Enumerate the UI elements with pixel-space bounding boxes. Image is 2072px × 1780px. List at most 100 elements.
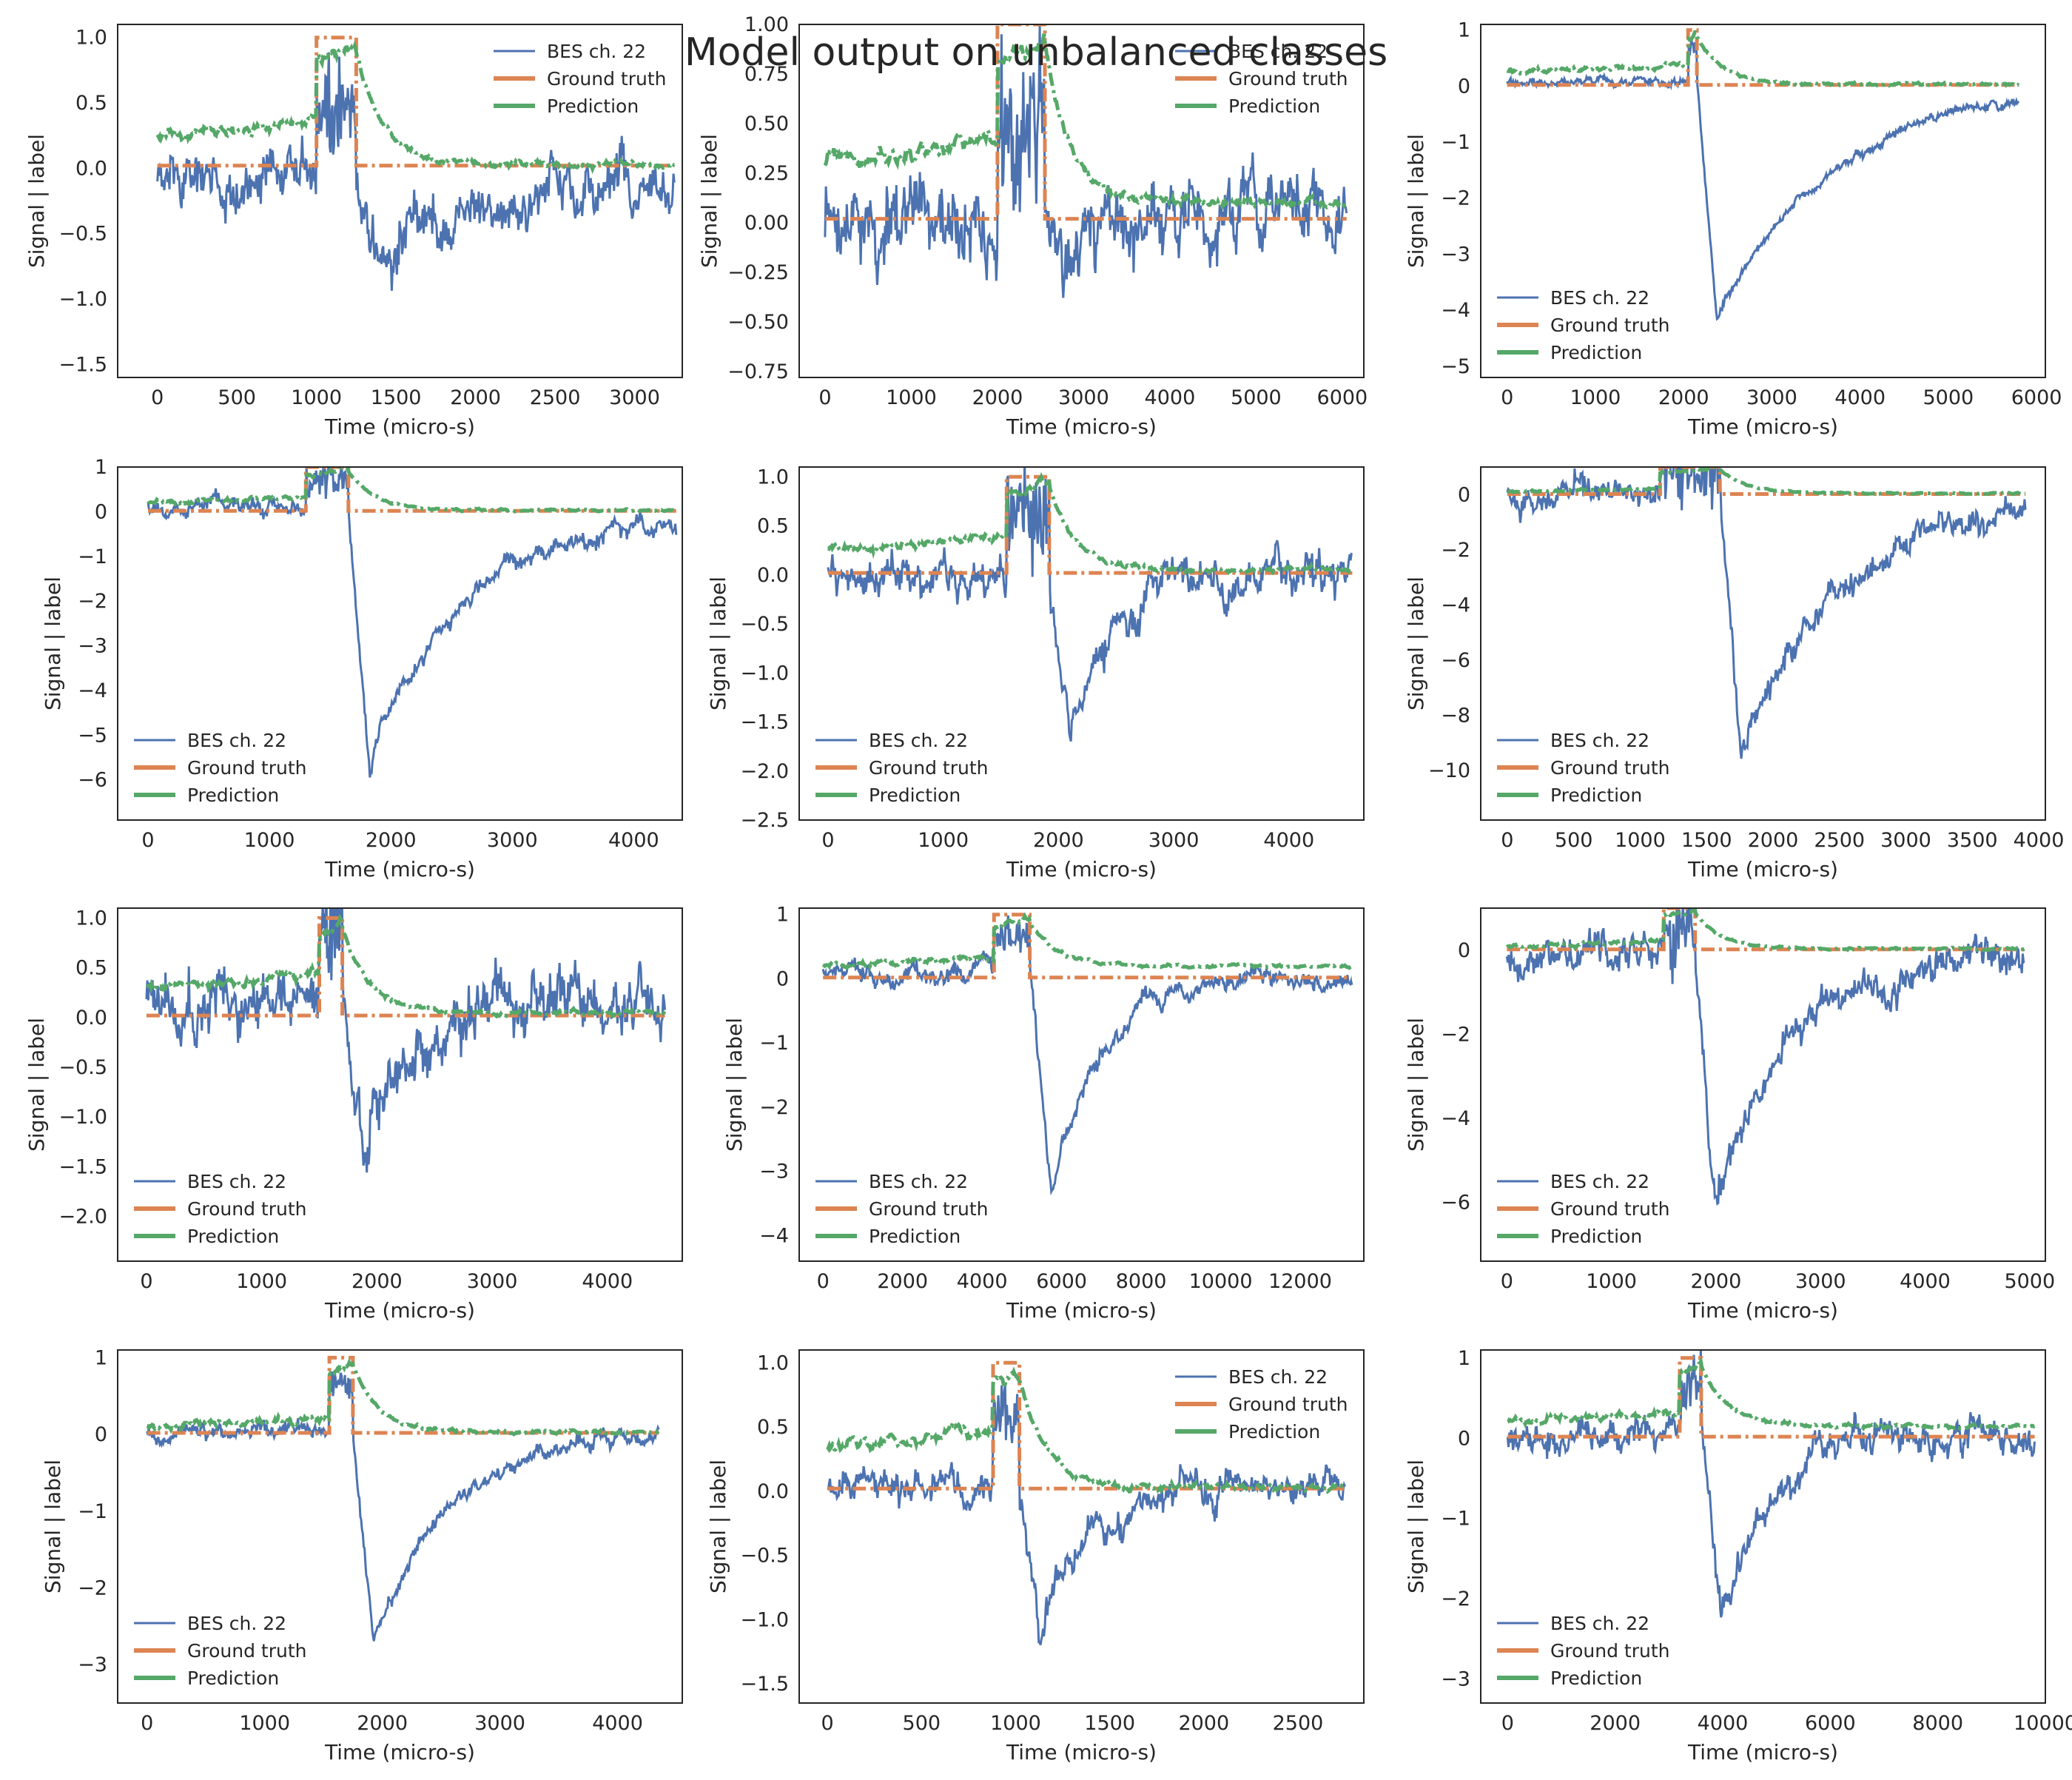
legend-entry: Prediction bbox=[1550, 1668, 1642, 1689]
legend-entry: BES ch. 22 bbox=[1228, 41, 1328, 62]
y-tick-label: 0.0 bbox=[757, 564, 789, 587]
x-tick-label: 4000 bbox=[1145, 386, 1196, 409]
x-axis-label: Time (micro-s) bbox=[1687, 1298, 1838, 1323]
x-tick-label: 8000 bbox=[1912, 1712, 1963, 1735]
y-tick-label: −2 bbox=[1441, 539, 1470, 562]
x-tick-label: 3000 bbox=[1746, 386, 1797, 409]
series-line-bes bbox=[1505, 908, 2025, 1206]
legend-entry: BES ch. 22 bbox=[1228, 1366, 1328, 1388]
legend-entry: Prediction bbox=[187, 1668, 279, 1689]
y-tick-label: 0 bbox=[776, 967, 789, 990]
legend-entry: BES ch. 22 bbox=[1550, 1171, 1649, 1192]
series-line-prediction bbox=[1505, 908, 2025, 953]
x-tick-label: 1000 bbox=[886, 386, 937, 409]
series-line-bes bbox=[824, 24, 1348, 298]
y-tick-label: 1.0 bbox=[757, 1351, 789, 1374]
x-tick-label: 500 bbox=[218, 386, 256, 409]
y-tick-label: 0.50 bbox=[744, 112, 789, 135]
y-tick-label: −1 bbox=[759, 1032, 789, 1055]
x-tick-label: 2000 bbox=[877, 1270, 928, 1293]
x-tick-label: 5000 bbox=[2004, 1270, 2055, 1293]
axes-frame bbox=[798, 24, 1365, 378]
x-axis-label: Time (micro-s) bbox=[1687, 857, 1838, 881]
y-tick-label: 0.0 bbox=[757, 1480, 789, 1503]
x-axis-label: Time (micro-s) bbox=[1006, 1740, 1157, 1764]
x-tick-label: 10000 bbox=[2014, 1712, 2072, 1735]
x-tick-label: 3000 bbox=[474, 1712, 525, 1735]
series-line-prediction bbox=[146, 1357, 660, 1437]
x-tick-label: 2000 bbox=[450, 386, 501, 409]
legend-entry: BES ch. 22 bbox=[547, 41, 646, 62]
legend: BES ch. 22 Ground truth Prediction bbox=[134, 730, 306, 806]
y-tick-label: −1.5 bbox=[58, 353, 107, 376]
x-axis-label: Time (micro-s) bbox=[324, 1298, 475, 1323]
x-tick-label: 1500 bbox=[1084, 1712, 1135, 1735]
x-tick-label: 1500 bbox=[371, 386, 422, 409]
x-tick-label: 1500 bbox=[1681, 829, 1732, 852]
axes-frame bbox=[798, 1349, 1365, 1704]
y-tick-label: 1 bbox=[95, 456, 107, 479]
series-line-bes bbox=[1506, 467, 2027, 759]
series-line-ground-truth bbox=[157, 36, 675, 168]
subplot-6: 0 500 1000 1500 2000 2500 3000 3500 4000 −10 −8 −6 −… bbox=[1404, 466, 2064, 881]
series-line-prediction bbox=[147, 467, 678, 514]
y-axis-label: Signal | label bbox=[706, 577, 730, 711]
x-tick-label: 6000 bbox=[1317, 386, 1368, 409]
x-tick-label: 4000 bbox=[582, 1270, 633, 1293]
y-tick-label: −1 bbox=[78, 545, 107, 568]
series-line-ground-truth bbox=[148, 467, 676, 513]
series-line-bes bbox=[821, 915, 1353, 1196]
y-tick-label: 1.0 bbox=[75, 907, 107, 930]
subplot-5: 0 1000 2000 3000 4000 −2.5 −2.0 −1.5 −1.0 −0.5 0.0… bbox=[706, 466, 1365, 881]
y-tick-label: −4 bbox=[1441, 299, 1470, 322]
x-tick-label: 0 bbox=[1501, 1270, 1513, 1293]
series-line-ground-truth bbox=[146, 916, 665, 1018]
x-tick-label: 2000 bbox=[1658, 386, 1709, 409]
y-tick-label: 0.0 bbox=[75, 157, 107, 180]
legend-entry: Ground truth bbox=[1550, 1640, 1669, 1662]
series-line-ground-truth bbox=[1507, 908, 2025, 952]
x-tick-label: 1000 bbox=[918, 829, 969, 852]
y-tick-label: 0.5 bbox=[75, 957, 107, 980]
figure-title: Model output on unbalanced classes bbox=[684, 30, 1388, 75]
legend-entry: Prediction bbox=[1550, 342, 1642, 363]
legend: BES ch. 22 Ground truth Prediction bbox=[1497, 730, 1669, 806]
legend-entry: Prediction bbox=[869, 785, 961, 806]
x-tick-label: 4000 bbox=[957, 1270, 1008, 1293]
y-tick-label: 0.25 bbox=[744, 162, 789, 185]
x-tick-label: 1000 bbox=[1586, 1270, 1637, 1293]
y-tick-label: −1 bbox=[1441, 1508, 1470, 1531]
y-tick-label: −0.5 bbox=[58, 1056, 107, 1079]
y-axis-label: Signal | label bbox=[706, 1460, 730, 1593]
x-tick-label: 3000 bbox=[609, 386, 660, 409]
x-tick-label: 0 bbox=[1501, 829, 1513, 852]
legend-entry: Prediction bbox=[1228, 95, 1320, 117]
x-tick-label: 0 bbox=[140, 1270, 152, 1293]
y-tick-label: −6 bbox=[78, 769, 107, 792]
legend-entry: BES ch. 22 bbox=[187, 1613, 286, 1634]
x-tick-label: 1000 bbox=[236, 1270, 287, 1293]
y-tick-label: 1.0 bbox=[757, 466, 789, 488]
y-axis-label: Signal | label bbox=[697, 134, 722, 268]
x-tick-label: 0 bbox=[151, 386, 164, 409]
x-tick-label: 3000 bbox=[1058, 386, 1109, 409]
axes-frame bbox=[1480, 1349, 2046, 1704]
y-tick-label: −1.5 bbox=[58, 1155, 107, 1178]
series-line-prediction bbox=[145, 913, 667, 1019]
y-tick-label: 0 bbox=[95, 500, 107, 523]
y-tick-label: −1 bbox=[78, 1500, 107, 1523]
y-tick-label: 0 bbox=[95, 1423, 107, 1446]
y-tick-label: −1 bbox=[1441, 131, 1470, 154]
legend-entry: Prediction bbox=[187, 785, 279, 806]
x-tick-label: 2000 bbox=[1590, 1712, 1641, 1735]
x-tick-label: 2000 bbox=[1691, 1270, 1742, 1293]
series-line-prediction bbox=[823, 33, 1348, 211]
legend: BES ch. 22 Ground truth Prediction bbox=[1497, 287, 1669, 363]
axes-frame bbox=[798, 907, 1365, 1262]
subplot-2: 0 1000 2000 3000 4000 5000 6000 −0.75 −0.50 −0.25… bbox=[697, 13, 1368, 439]
y-tick-label: −2.0 bbox=[58, 1206, 107, 1229]
y-tick-label: 0.75 bbox=[744, 63, 789, 86]
y-tick-label: −6 bbox=[1441, 649, 1470, 672]
x-tick-label: 3000 bbox=[1880, 829, 1931, 852]
